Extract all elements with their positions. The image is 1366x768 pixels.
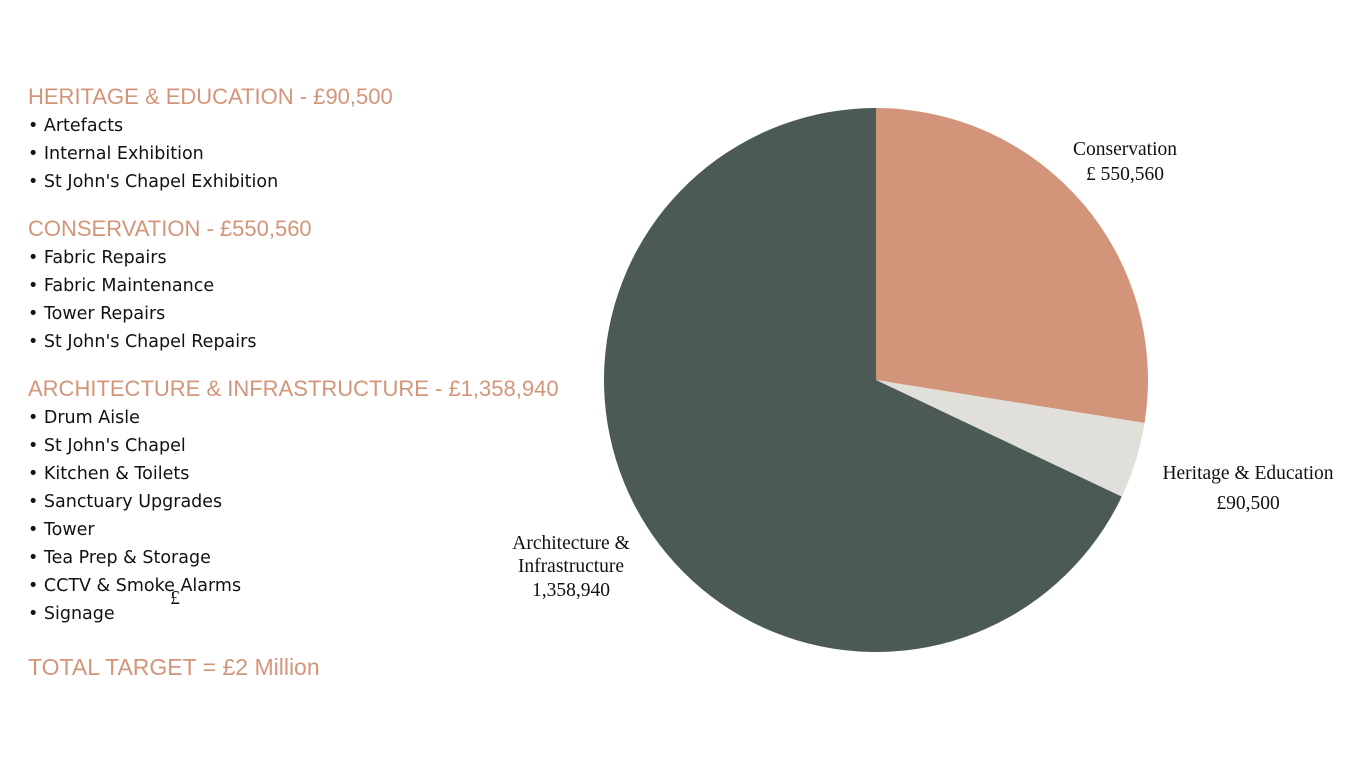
label-line: Architecture & (512, 533, 630, 554)
slice-label: Architecture & Infrastructure (512, 533, 630, 577)
pie-slice (876, 108, 1148, 424)
section-heading: CONSERVATION - £550,560 (28, 216, 312, 241)
list-item: Artefacts (28, 112, 568, 140)
item-list: Fabric RepairsFabric MaintenanceTower Re… (28, 244, 568, 356)
slice-value-label: £90,500 (1216, 493, 1279, 514)
section: CONSERVATION - £550,560 Fabric RepairsFab… (28, 214, 568, 356)
item-list: ArtefactsInternal ExhibitionSt John's Ch… (28, 112, 568, 196)
list-item: St John's Chapel Repairs (28, 328, 568, 356)
list-item: Fabric Maintenance (28, 272, 568, 300)
slice-label: Conservation (1073, 139, 1177, 160)
section: HERITAGE & EDUCATION - £90,500 ArtefactsI… (28, 82, 568, 196)
label-line: Infrastructure (518, 556, 624, 577)
pie-slice (876, 380, 1145, 497)
section: ARCHITECTURE & INFRASTRUCTURE - £1,358,9… (28, 374, 568, 628)
list-item: St John's Chapel (28, 432, 568, 460)
list-item: Drum Aisle (28, 404, 568, 432)
list-item: Fabric Repairs (28, 244, 568, 272)
list-item: Internal Exhibition (28, 140, 568, 168)
list-item: Tea Prep & Storage (28, 544, 568, 572)
stray-currency: £ (170, 588, 180, 609)
funding-list: HERITAGE & EDUCATION - £90,500 ArtefactsI… (28, 82, 568, 681)
section-heading: ARCHITECTURE & INFRASTRUCTURE - £1,358,9… (28, 376, 559, 401)
list-item: Signage (28, 600, 568, 628)
list-item: St John's Chapel Exhibition (28, 168, 568, 196)
slice-label: Heritage & Education (1162, 463, 1333, 484)
pie-slice (604, 108, 1122, 652)
list-item: Tower Repairs (28, 300, 568, 328)
slice-value-label: £ 550,560 (1086, 164, 1164, 185)
list-item: CCTV & Smoke Alarms (28, 572, 568, 600)
item-list: Drum AisleSt John's ChapelKitchen & Toil… (28, 404, 568, 628)
list-item: Tower (28, 516, 568, 544)
list-item: Kitchen & Toilets (28, 460, 568, 488)
total-target: TOTAL TARGET = £2 Million (28, 654, 320, 680)
slice-value-label: 1,358,940 (532, 580, 610, 601)
section-heading: HERITAGE & EDUCATION - £90,500 (28, 84, 393, 109)
list-item: Sanctuary Upgrades (28, 488, 568, 516)
